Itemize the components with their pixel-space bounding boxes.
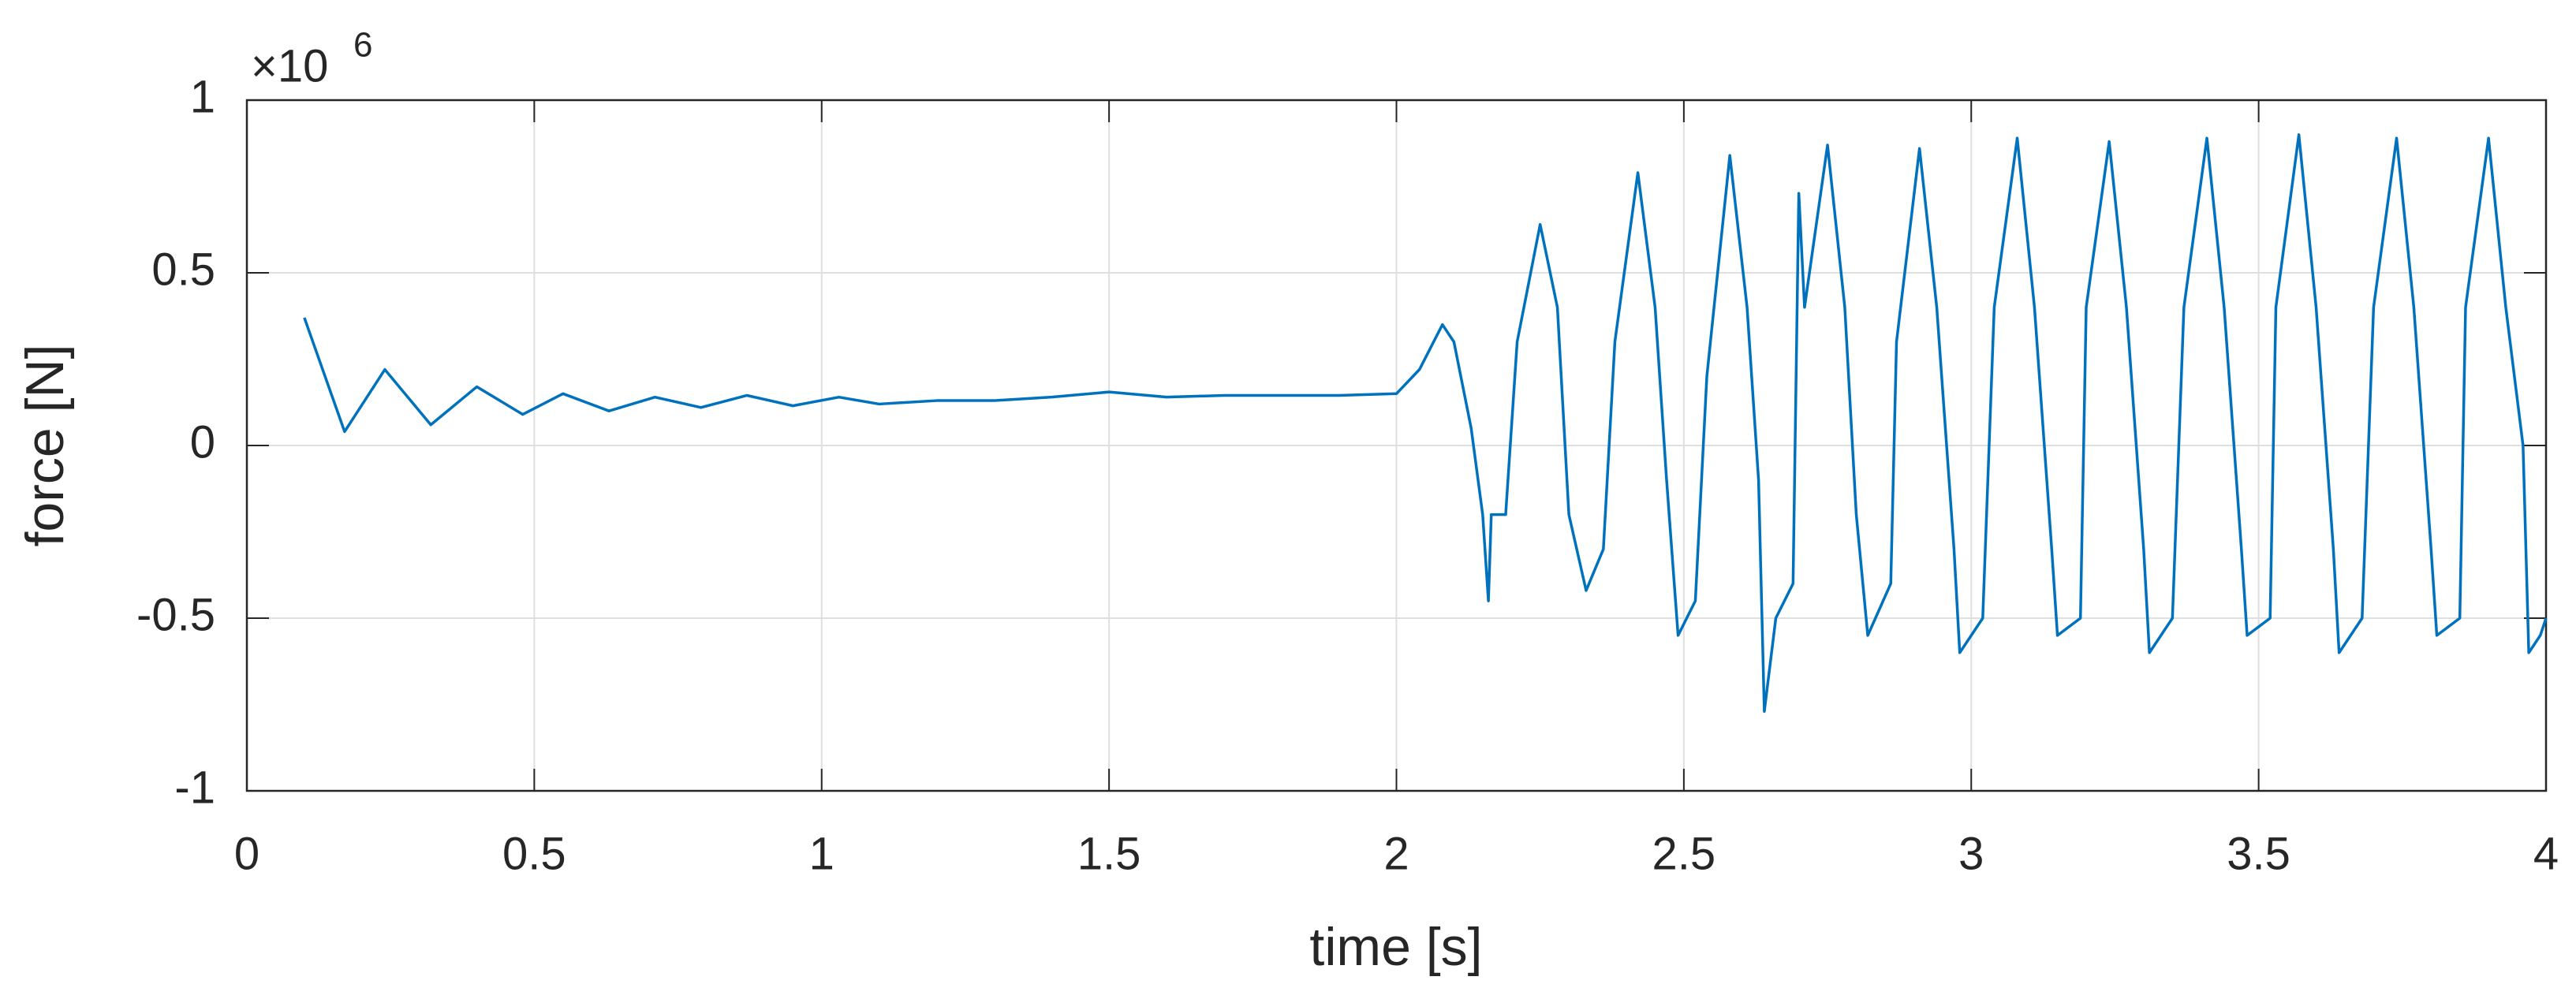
y-tick-label: -1 — [174, 762, 215, 813]
x-tick-label: 0.5 — [502, 828, 566, 879]
x-tick-label: 3 — [1958, 828, 1984, 879]
y-exponent: 6 — [353, 26, 372, 65]
x-axis-label: time [s] — [1309, 917, 1482, 977]
y-tick-label: 1 — [190, 71, 215, 122]
y-axis-label: force [N] — [15, 345, 75, 547]
data-line — [303, 133, 2548, 714]
x-tick-label: 2 — [1383, 828, 1409, 879]
y-multiplier: ×10 — [251, 40, 328, 91]
x-tick-label: 1 — [809, 828, 834, 879]
y-tick-label: 0 — [190, 416, 215, 468]
x-tick-label: 0 — [234, 828, 259, 879]
x-tick-label: 2.5 — [1652, 828, 1716, 879]
y-tick-label: -0.5 — [136, 589, 215, 640]
y-tick-label: 0.5 — [151, 244, 215, 295]
x-tick-label: 4 — [2533, 828, 2559, 879]
x-tick-label: 3.5 — [2227, 828, 2290, 879]
axes-box — [245, 99, 2548, 792]
x-tick-label: 1.5 — [1077, 828, 1141, 879]
